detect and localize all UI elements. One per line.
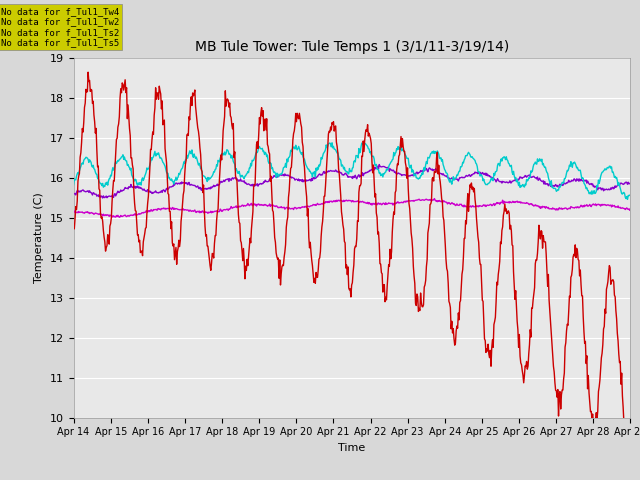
Y-axis label: Temperature (C): Temperature (C) <box>34 192 44 283</box>
X-axis label: Time: Time <box>339 443 365 453</box>
Title: MB Tule Tower: Tule Temps 1 (3/1/11-3/19/14): MB Tule Tower: Tule Temps 1 (3/1/11-3/19… <box>195 40 509 54</box>
Text: No data for f_Tul1_Tw4
No data for f_Tul1_Tw2
No data for f_Tul1_Ts2
No data for: No data for f_Tul1_Tw4 No data for f_Tul… <box>1 7 120 48</box>
